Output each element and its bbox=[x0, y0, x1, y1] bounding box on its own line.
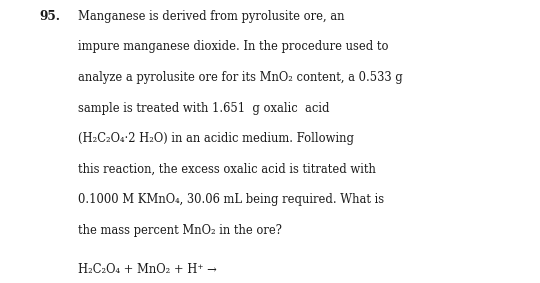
Text: this reaction, the excess oxalic acid is titrated with: this reaction, the excess oxalic acid is… bbox=[78, 163, 376, 176]
Text: sample is treated with 1.651  g oxalic  acid: sample is treated with 1.651 g oxalic ac… bbox=[78, 102, 330, 115]
Text: 0.1000 M KMnO₄, 30.06 mL being required. What is: 0.1000 M KMnO₄, 30.06 mL being required.… bbox=[78, 193, 384, 206]
Text: (H₂C₂O₄·2 H₂O) in an acidic medium. Following: (H₂C₂O₄·2 H₂O) in an acidic medium. Foll… bbox=[78, 132, 354, 145]
Text: 95.: 95. bbox=[39, 10, 60, 23]
Text: H₂C₂O₄ + MnO₂ + H⁺ →: H₂C₂O₄ + MnO₂ + H⁺ → bbox=[78, 263, 217, 276]
Text: the mass percent MnO₂ in the ore?: the mass percent MnO₂ in the ore? bbox=[78, 224, 282, 237]
Text: impure manganese dioxide. In the procedure used to: impure manganese dioxide. In the procedu… bbox=[78, 40, 389, 53]
Text: Manganese is derived from pyrolusite ore, an: Manganese is derived from pyrolusite ore… bbox=[78, 10, 345, 23]
Text: analyze a pyrolusite ore for its MnO₂ content, a 0.533 g: analyze a pyrolusite ore for its MnO₂ co… bbox=[78, 71, 403, 84]
